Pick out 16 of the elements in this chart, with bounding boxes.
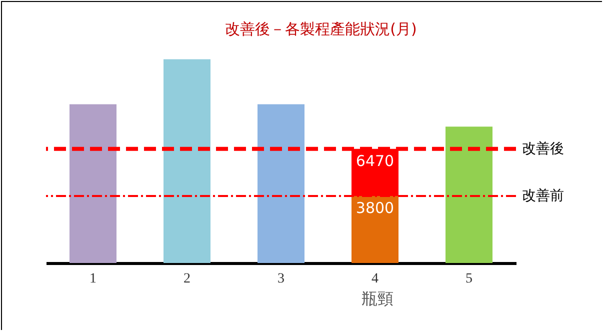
bar [352,196,398,263]
ref-line-label: 改善前 [522,186,564,204]
x-tick-label: 4 [372,272,378,286]
x-tick-label: 1 [90,272,96,286]
chart-title: 改善後－各製程產能狀況(月) [225,20,417,38]
bar [164,59,210,263]
x-tick-label: 3 [278,272,284,286]
ref-line-label: 改善後 [522,140,564,157]
data-label: 3800 [356,198,394,217]
bar [446,126,492,263]
bar [258,104,304,263]
total-label: 6470 [356,152,394,170]
x-tick-label: 5 [466,272,472,286]
text: 瓶頸 [361,289,394,308]
bar [70,104,116,263]
x-tick-label: 2 [184,272,190,286]
